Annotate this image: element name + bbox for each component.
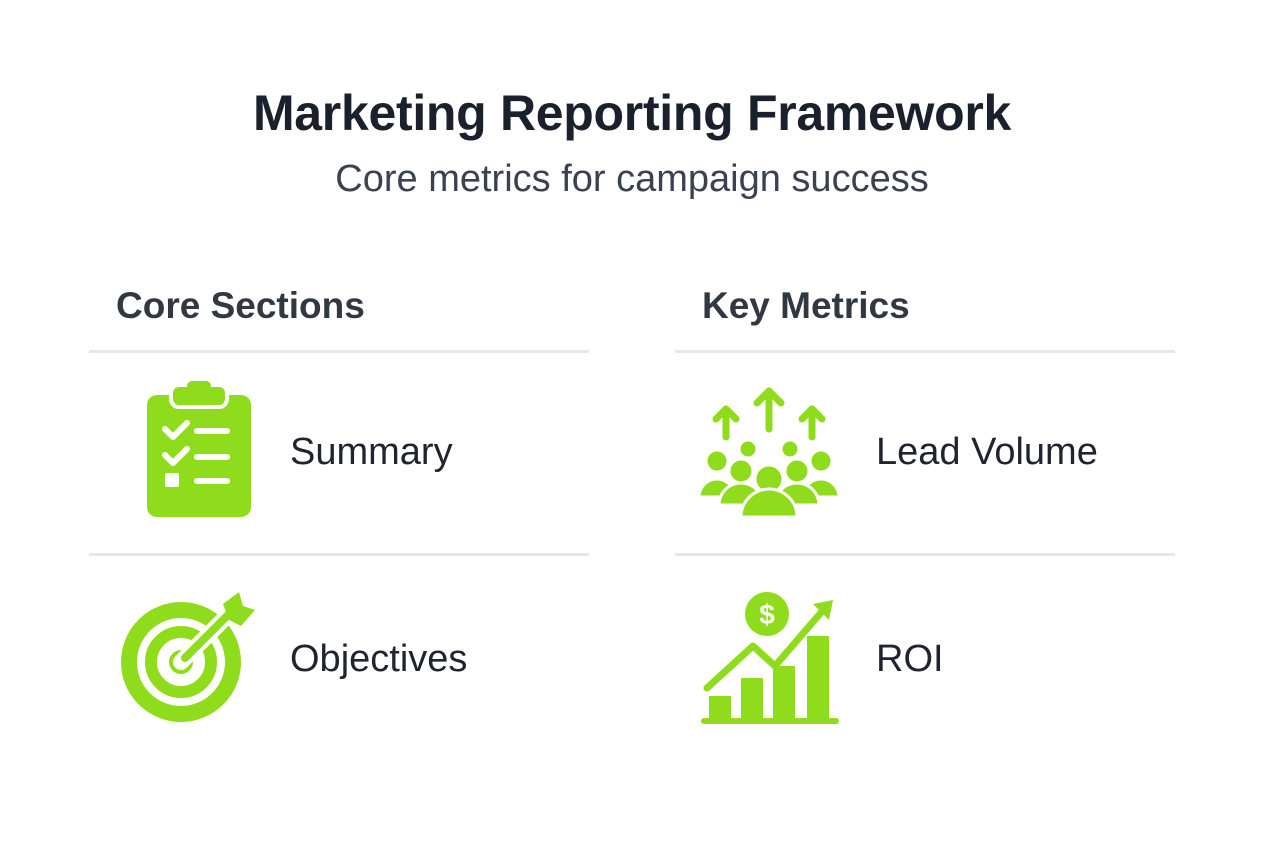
column-heading: Core Sections bbox=[116, 285, 365, 326]
column-heading: Key Metrics bbox=[702, 285, 910, 326]
divider bbox=[89, 553, 589, 556]
item-label: Summary bbox=[290, 431, 453, 473]
core-sections-column: Core Sections Summary Objectives bbox=[89, 280, 589, 756]
list-item: $ ROI bbox=[675, 556, 1175, 756]
item-label: Lead Volume bbox=[876, 431, 1098, 473]
divider bbox=[89, 350, 589, 353]
item-label: ROI bbox=[876, 638, 944, 680]
group-growth-icon bbox=[699, 387, 839, 519]
divider bbox=[675, 553, 1175, 556]
page-subtitle: Core metrics for campaign success bbox=[335, 158, 929, 200]
svg-text:$: $ bbox=[759, 599, 775, 630]
dollar-growth-chart-icon: $ bbox=[701, 592, 839, 724]
key-metrics-column: Key Metrics Lead Volume $ bbox=[675, 280, 1175, 756]
list-item: Lead Volume bbox=[675, 353, 1175, 553]
clipboard-checklist-icon bbox=[147, 381, 251, 517]
list-item: Summary bbox=[89, 353, 589, 553]
page-title: Marketing Reporting Framework bbox=[252, 85, 1012, 141]
item-label: Objectives bbox=[290, 638, 468, 680]
target-arrow-icon bbox=[121, 592, 255, 722]
divider bbox=[675, 350, 1175, 353]
list-item: Objectives bbox=[89, 556, 589, 756]
